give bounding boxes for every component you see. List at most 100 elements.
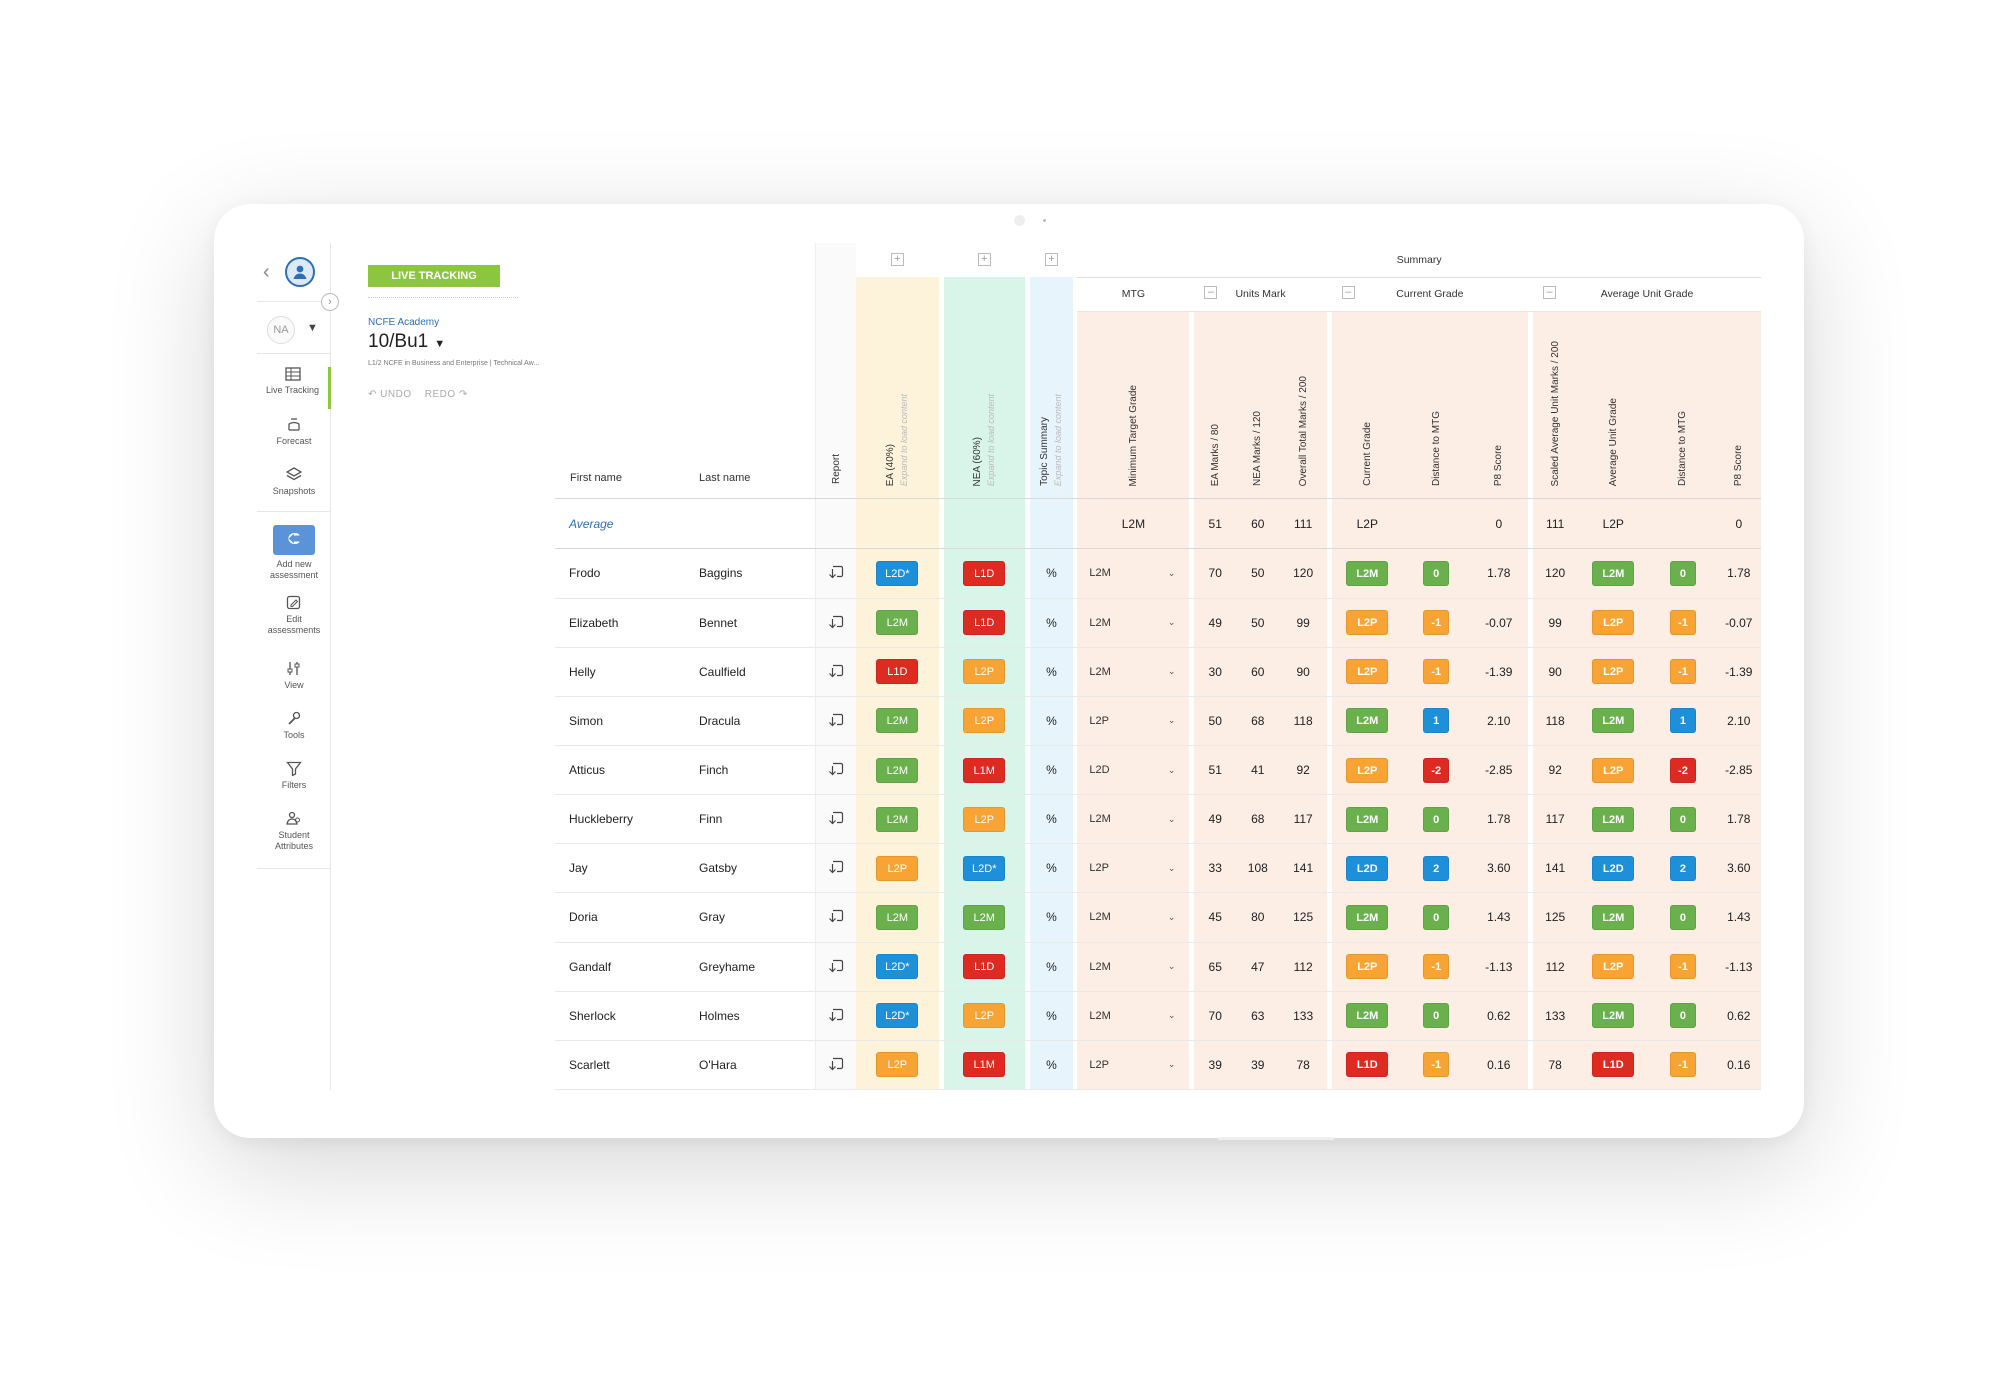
distance-to-mtg-2-header[interactable]: Distance to MTG (1649, 311, 1717, 499)
distance-2-chip[interactable]: 0 (1669, 560, 1696, 586)
report-icon[interactable] (828, 859, 844, 877)
current-grade-chip[interactable]: L2P (1346, 757, 1389, 783)
undo-icon[interactable]: ↶ (368, 389, 377, 400)
distance-to-mtg-header[interactable]: Distance to MTG (1402, 311, 1470, 499)
last-name-header[interactable]: Last name (699, 472, 751, 485)
current-grade-chip[interactable]: L2M (1346, 806, 1389, 832)
first-name-header[interactable]: First name (570, 472, 622, 485)
collapse-avg-button[interactable]: – (1543, 285, 1557, 299)
expand-ea-button[interactable]: + (890, 253, 904, 266)
distance-2-chip[interactable]: -2 (1669, 757, 1696, 783)
ea-grade-chip[interactable]: L2P (876, 855, 919, 881)
ea-header[interactable]: EA (40%) Expand to load content (856, 311, 939, 499)
current-grade-chip[interactable]: L2M (1346, 904, 1389, 930)
mtg-select[interactable]: L2M ⌄ (1077, 567, 1189, 579)
mtg-select[interactable]: L2M ⌄ (1077, 961, 1189, 973)
distance-2-chip[interactable]: 2 (1669, 855, 1696, 881)
first-name-cell[interactable]: Frodo (555, 548, 685, 599)
topic-summary-header[interactable]: Topic Summary Expand to load content (1029, 311, 1074, 499)
report-icon[interactable] (828, 663, 844, 681)
topic-summary-cell[interactable]: % (1029, 942, 1074, 992)
undo-button[interactable]: UNDO (380, 389, 412, 400)
avg-unit-grade-chip[interactable]: L1D (1592, 1052, 1635, 1078)
nea-grade-chip[interactable]: L2P (963, 1003, 1006, 1029)
expand-topic-button[interactable]: + (1044, 253, 1058, 266)
nea-grade-chip[interactable]: L1M (963, 757, 1006, 783)
first-name-cell[interactable]: Huckleberry (555, 794, 685, 845)
distance-2-chip[interactable]: -1 (1669, 610, 1696, 636)
p8-score-header[interactable]: P8 Score (1469, 311, 1529, 499)
ea-grade-chip[interactable]: L2P (876, 1052, 919, 1078)
report-icon[interactable] (828, 1007, 844, 1025)
sidebar-item-snapshots[interactable]: Snapshots (257, 467, 331, 497)
current-grade-chip[interactable]: L2M (1346, 1003, 1389, 1029)
distance-2-chip[interactable]: 0 (1669, 1003, 1696, 1029)
sidebar-item-view[interactable]: View (257, 661, 331, 691)
avg-unit-grade-chip[interactable]: L2M (1592, 904, 1635, 930)
distance-chip[interactable]: 1 (1423, 708, 1450, 734)
nea-grade-chip[interactable]: L1M (963, 1052, 1006, 1078)
nea-grade-chip[interactable]: L2P (963, 708, 1006, 734)
p8-score-2-header[interactable]: P8 Score (1716, 311, 1761, 499)
report-icon[interactable] (828, 810, 844, 828)
report-icon[interactable] (828, 614, 844, 632)
last-name-cell[interactable]: Finn (685, 794, 815, 845)
sidebar-item-forecast[interactable]: Forecast (257, 417, 331, 447)
current-grade-chip[interactable]: L2M (1346, 708, 1389, 734)
mtg-select[interactable]: L2M ⌄ (1077, 1010, 1189, 1022)
last-name-cell[interactable]: Holmes (685, 991, 815, 1041)
mtg-select[interactable]: L2D ⌄ (1077, 764, 1189, 776)
current-grade-chip[interactable]: L2D (1346, 855, 1389, 881)
topic-summary-cell[interactable]: % (1029, 843, 1074, 894)
first-name-cell[interactable]: Gandalf (555, 942, 685, 992)
distance-2-chip[interactable]: 1 (1669, 708, 1696, 734)
distance-chip[interactable]: 0 (1423, 1003, 1450, 1029)
last-name-cell[interactable]: Dracula (685, 696, 815, 746)
current-grade-header[interactable]: Current Grade (1331, 311, 1403, 499)
ea-grade-chip[interactable]: L2M (876, 610, 919, 636)
mtg-select[interactable]: L2M ⌄ (1077, 911, 1189, 923)
ea-grade-chip[interactable]: L2M (876, 757, 919, 783)
collapse-units-button[interactable]: – (1204, 285, 1218, 299)
current-grade-chip[interactable]: L2P (1346, 659, 1389, 685)
last-name-cell[interactable]: Gatsby (685, 843, 815, 894)
avg-unit-grade-chip[interactable]: L2P (1592, 954, 1635, 980)
sidebar-item-edit-assessments[interactable]: Edit assessments (257, 595, 331, 636)
distance-chip[interactable]: -1 (1423, 659, 1450, 685)
topic-summary-cell[interactable]: % (1029, 794, 1074, 845)
avg-unit-grade-chip[interactable]: L2M (1592, 806, 1635, 832)
topic-summary-cell[interactable]: % (1029, 991, 1074, 1041)
sidebar-item-student-attributes[interactable]: Student Attributes (257, 811, 331, 852)
distance-2-chip[interactable]: -1 (1669, 1052, 1696, 1078)
distance-chip[interactable]: -1 (1423, 1052, 1450, 1078)
overall-marks-header[interactable]: Overall Total Marks / 200 (1279, 311, 1327, 499)
current-grade-chip[interactable]: L2P (1346, 954, 1389, 980)
distance-chip[interactable]: 0 (1423, 904, 1450, 930)
last-name-cell[interactable]: Greyhame (685, 942, 815, 992)
topic-summary-cell[interactable]: % (1029, 745, 1074, 796)
ea-grade-chip[interactable]: L2M (876, 708, 919, 734)
current-grade-chip[interactable]: L2P (1346, 610, 1389, 636)
distance-2-chip[interactable]: -1 (1669, 954, 1696, 980)
last-name-cell[interactable]: O'Hara (685, 1040, 815, 1090)
avg-unit-grade-header[interactable]: Average Unit Grade (1577, 311, 1650, 499)
report-icon[interactable] (828, 712, 844, 730)
nea-grade-chip[interactable]: L2P (963, 806, 1006, 832)
sidebar-item-tools[interactable]: Tools (257, 711, 331, 741)
chevron-left-icon[interactable]: ‹ (263, 261, 270, 283)
expand-nea-button[interactable]: + (977, 253, 991, 266)
avg-unit-grade-chip[interactable]: L2M (1592, 1003, 1635, 1029)
mtg-select[interactable]: L2P ⌄ (1077, 862, 1189, 874)
min-target-grade-header[interactable]: Minimum Target Grade (1077, 311, 1190, 499)
ea-grade-chip[interactable]: L2D* (876, 954, 919, 980)
distance-2-chip[interactable]: 0 (1669, 806, 1696, 832)
avg-unit-grade-chip[interactable]: L2D (1592, 855, 1635, 881)
last-name-cell[interactable]: Finch (685, 745, 815, 796)
avatar[interactable]: NA (267, 316, 295, 344)
current-grade-chip[interactable]: L2M (1346, 560, 1389, 586)
ea-grade-chip[interactable]: L2D* (876, 560, 919, 586)
redo-icon[interactable]: ↷ (458, 389, 468, 400)
mtg-select[interactable]: L2M ⌄ (1077, 617, 1189, 629)
topic-summary-cell[interactable]: % (1029, 548, 1074, 599)
nea-grade-chip[interactable]: L1D (963, 610, 1006, 636)
